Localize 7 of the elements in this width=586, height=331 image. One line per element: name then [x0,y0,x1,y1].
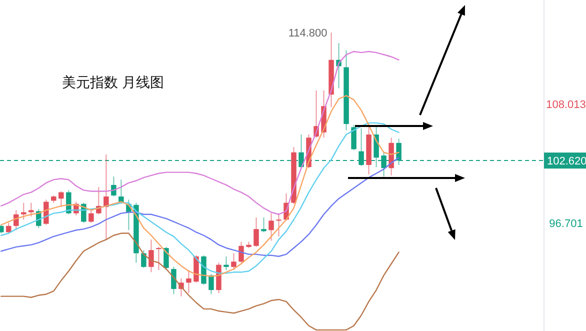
text: 美元指数 月线图 [62,74,164,90]
annotation: 114.800 [288,28,328,40]
y-tick-label: 96.701 [549,218,583,230]
y-tick-label: 108.013 [546,98,586,111]
ref-line-label: 102.620 [547,156,586,168]
line-series [0,122,400,274]
line-series [0,232,400,331]
